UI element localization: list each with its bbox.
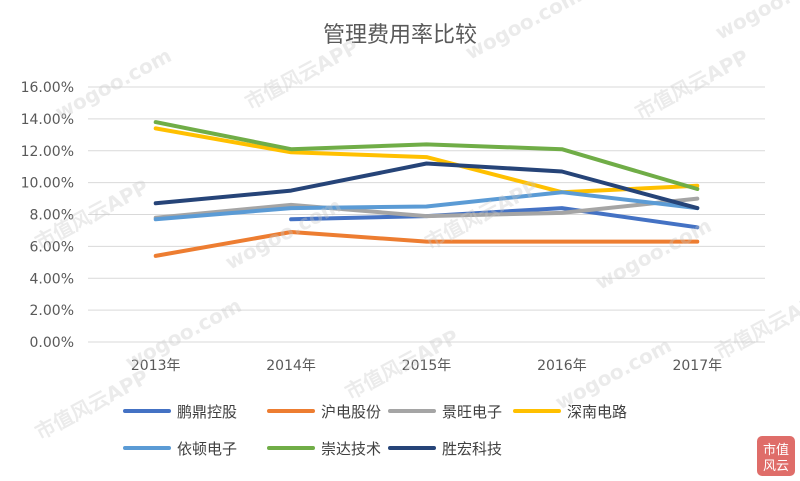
series-line-2 <box>153 230 700 258</box>
x-tick-label: 2014年 <box>266 358 316 374</box>
svg-text:风云: 风云 <box>763 459 789 474</box>
x-axis-ticks: 2013年 2014年 2015年 2016年 2017年 <box>131 358 722 374</box>
watermark-text: 市值风云APP <box>241 35 362 115</box>
watermark-text: wogoo.com <box>461 0 585 64</box>
legend-label: 景旺电子 <box>442 403 502 421</box>
chart-title: 管理费用率比较 <box>323 23 477 48</box>
series-line-4 <box>153 126 700 195</box>
y-tick-label: 6.00% <box>30 239 74 255</box>
series-line-3 <box>153 196 700 220</box>
series-line-7 <box>153 161 700 211</box>
watermark-text: 市值风云APP <box>631 45 752 125</box>
x-tick-label: 2017年 <box>672 358 722 374</box>
y-tick-label: 10.00% <box>21 176 74 192</box>
seal-stamp: 市值风云 <box>757 436 795 476</box>
y-tick-label: 12.00% <box>21 144 74 160</box>
watermark-text: wogoo.com <box>711 0 800 44</box>
legend-label: 沪电股份 <box>321 403 381 421</box>
watermark-text: wogoo.com <box>591 213 715 294</box>
watermark-text: 市值风云APP <box>711 285 800 365</box>
series-line-1 <box>289 206 700 230</box>
watermark-text: 市值风云APP <box>31 365 152 445</box>
y-axis-ticks: 0.00% 2.00% 4.00% 6.00% 8.00% 10.00% 12.00% 14.… <box>21 80 74 351</box>
x-tick-label: 2013年 <box>131 358 181 374</box>
y-tick-label: 0.00% <box>30 335 74 351</box>
legend-label: 崇达技术 <box>321 440 381 458</box>
y-tick-label: 8.00% <box>30 208 74 224</box>
legend-label: 鹏鼎控股 <box>177 403 237 421</box>
x-tick-label: 2015年 <box>402 358 452 374</box>
svg-text:市值: 市值 <box>763 442 789 458</box>
y-tick-label: 2.00% <box>30 303 74 319</box>
watermark-text: wogoo.com <box>121 293 245 374</box>
legend-label: 依顿电子 <box>177 440 237 458</box>
series-line-6 <box>153 120 700 191</box>
series-lines <box>153 120 700 258</box>
legend-label: 深南电路 <box>567 403 627 421</box>
y-tick-label: 14.00% <box>21 112 74 128</box>
y-tick-label: 4.00% <box>30 271 74 287</box>
x-tick-label: 2016年 <box>537 358 587 374</box>
y-tick-label: 16.00% <box>21 80 74 96</box>
legend-label: 胜宏科技 <box>442 440 502 458</box>
series-line-5 <box>153 190 700 222</box>
